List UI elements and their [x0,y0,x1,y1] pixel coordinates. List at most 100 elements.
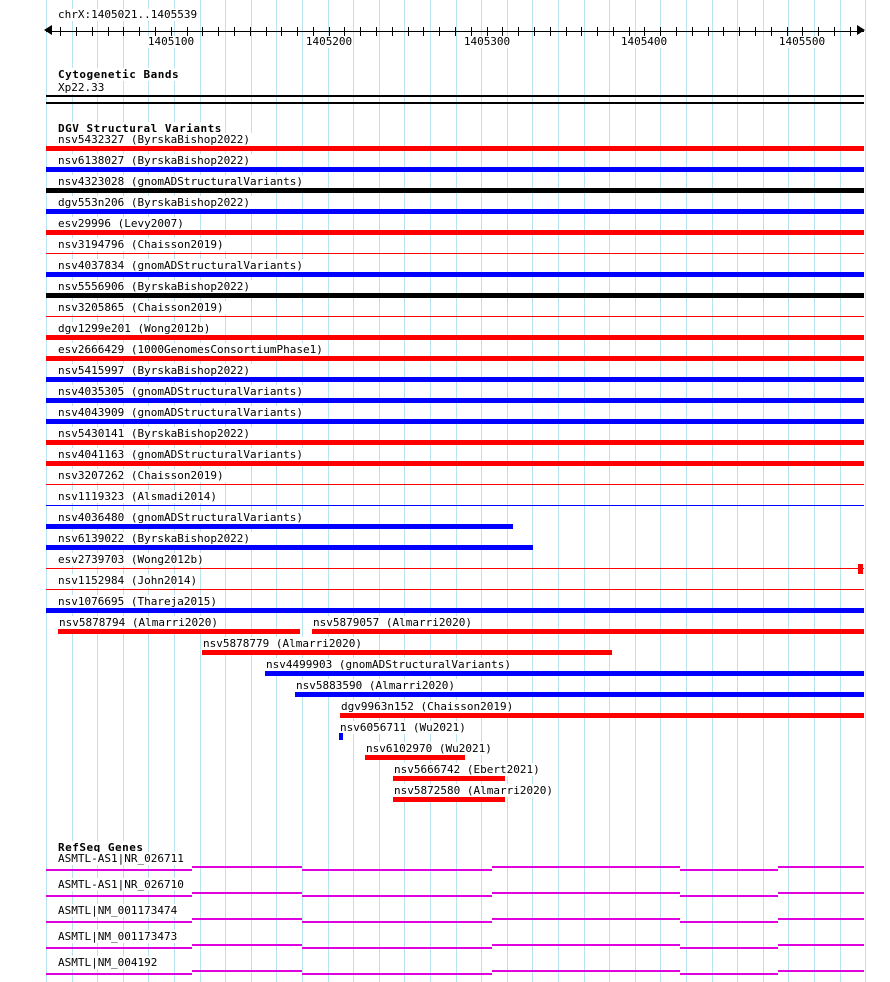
refseq-gene-row[interactable]: ASMTL-AS1|NR_026710 [0,878,890,904]
variant-label: nsv5432327 (ByrskaBishop2022) [57,133,253,146]
variant-track-row[interactable]: nsv5878794 (Almarri2020) [0,616,890,637]
variant-bar[interactable] [58,629,300,634]
refseq-exon-segment [192,918,302,920]
variant-label: nsv5878779 (Almarri2020) [202,637,364,650]
variant-track-row[interactable]: nsv5878779 (Almarri2020) [0,637,890,658]
variant-track-row[interactable]: nsv4323028 (gnomADStructuralVariants) [0,175,890,196]
variant-bar[interactable] [46,253,864,254]
ruler-tick [550,27,551,36]
variant-bar[interactable] [46,167,864,172]
refseq-gene-row[interactable]: ASMTL|NM_004192 [0,956,890,982]
variant-track-row[interactable]: nsv4041163 (gnomADStructuralVariants) [0,448,890,469]
dgv-structural-variants-title: DGV Structural Variants [57,122,223,135]
variant-track-row[interactable]: nsv5872580 (Almarri2020) [0,784,890,805]
variant-bar[interactable] [46,524,513,529]
variant-track-row[interactable]: nsv5666742 (Ebert2021) [0,763,890,784]
variant-track-row[interactable]: nsv6102970 (Wu2021) [0,742,890,763]
variant-bar[interactable] [46,316,864,317]
ruler-tick [250,27,251,36]
variant-bar[interactable] [46,589,864,590]
ruler-tick-label: 1405100 [146,35,196,48]
variant-track-row[interactable]: nsv5432327 (ByrskaBishop2022) [0,133,890,154]
variant-track-row[interactable]: nsv3207262 (Chaisson2019) [0,469,890,490]
variant-track-row[interactable]: esv2739703 (Wong2012b) [0,553,890,574]
variant-track-row[interactable]: esv2666429 (1000GenomesConsortiumPhase1) [0,343,890,364]
ruler-tick [266,27,267,36]
variant-bar[interactable] [46,505,864,506]
refseq-gene-row[interactable]: ASMTL-AS1|NR_026711 [0,852,890,878]
refseq-exon-segment [492,892,680,894]
ruler-tick [771,27,772,36]
variant-track-row[interactable]: nsv5415997 (ByrskaBishop2022) [0,364,890,385]
variant-track-row[interactable]: nsv1076695 (Thareja2015) [0,595,890,616]
ruler-tick [818,27,819,36]
variant-bar[interactable] [46,440,864,445]
variant-bar[interactable] [365,755,465,760]
ruler-tick [297,27,298,36]
variant-track-row[interactable]: nsv5883590 (Almarri2020) [0,679,890,700]
variant-bar[interactable] [393,797,505,802]
variant-bar[interactable] [393,776,505,781]
refseq-gene-row[interactable]: ASMTL|NM_001173473 [0,930,890,956]
variant-end-block[interactable] [858,564,863,574]
refseq-gene-label: ASMTL|NM_004192 [57,956,160,969]
variant-track-row[interactable]: nsv4036480 (gnomADStructuralVariants) [0,511,890,532]
variant-track-row[interactable]: dgv1299e201 (Wong2012b) [0,322,890,343]
ruler-tick [581,27,582,36]
variant-bar[interactable] [46,377,864,382]
variant-bar[interactable] [46,356,864,361]
refseq-exon-segment [302,921,492,923]
variant-track-row[interactable]: nsv1119323 (Alsmadi2014) [0,490,890,511]
variant-bar[interactable] [46,209,864,214]
refseq-gene-row[interactable]: ASMTL|NM_001173474 [0,904,890,930]
variant-track-row[interactable]: nsv4499903 (gnomADStructuralVariants) [0,658,890,679]
variant-bar[interactable] [46,484,864,485]
refseq-exon-segment [46,947,192,949]
variant-track-row[interactable]: nsv4037834 (gnomADStructuralVariants) [0,259,890,280]
variant-track-row[interactable]: nsv1152984 (John2014) [0,574,890,595]
variant-track-row[interactable]: nsv6138027 (ByrskaBishop2022) [0,154,890,175]
variant-bar[interactable] [46,398,864,403]
variant-bar[interactable] [46,545,533,550]
ruler-tick-label: 1405400 [619,35,669,48]
refseq-exon-segment [192,892,302,894]
variant-bar[interactable] [46,608,864,613]
refseq-gene-label: ASMTL|NM_001173474 [57,904,180,917]
variant-track-row[interactable]: dgv9963n152 (Chaisson2019) [0,700,890,721]
variant-bar[interactable] [312,629,864,634]
refseq-exon-segment [492,918,680,920]
variant-bar[interactable] [46,293,864,298]
refseq-exon-segment [680,869,778,871]
variant-track-row[interactable]: nsv3205865 (Chaisson2019) [0,301,890,322]
variant-bar[interactable] [202,650,612,655]
refseq-gene-label: ASMTL-AS1|NR_026710 [57,878,186,891]
variant-track-row[interactable]: nsv4043909 (gnomADStructuralVariants) [0,406,890,427]
variant-bar[interactable] [339,733,343,740]
variant-bar[interactable] [46,272,864,277]
variant-track-row[interactable]: nsv5430141 (ByrskaBishop2022) [0,427,890,448]
variant-bar[interactable] [46,335,864,340]
variant-bar[interactable] [46,188,864,193]
variant-bar[interactable] [46,230,864,235]
variant-track-row[interactable]: nsv6139022 (ByrskaBishop2022) [0,532,890,553]
variant-track-row[interactable]: dgv553n206 (ByrskaBishop2022) [0,196,890,217]
variant-track-row[interactable]: nsv3194796 (Chaisson2019) [0,238,890,259]
variant-track-row[interactable]: nsv5556906 (ByrskaBishop2022) [0,280,890,301]
genome-ruler[interactable]: chrX:1405021..1405539 1405100 1405200 1405… [0,0,890,55]
variant-bar[interactable] [46,146,864,151]
variant-bar[interactable] [46,461,864,466]
variant-bar[interactable] [340,713,864,718]
variant-bar[interactable] [46,568,864,569]
variant-bar[interactable] [295,692,864,697]
ruler-tick [613,27,614,36]
variant-track-row[interactable]: nsv6056711 (Wu2021) [0,721,890,742]
arrow-left-icon [44,25,52,35]
refseq-exon-segment [302,869,492,871]
ruler-tick [502,27,503,36]
variant-track-row[interactable]: nsv5879057 (Almarri2020) [0,616,890,637]
variant-bar[interactable] [46,419,864,424]
variant-bar[interactable] [265,671,864,676]
variant-track-row[interactable]: nsv4035305 (gnomADStructuralVariants) [0,385,890,406]
variant-track-row[interactable]: esv29996 (Levy2007) [0,217,890,238]
variant-label: nsv1076695 (Thareja2015) [57,595,219,608]
